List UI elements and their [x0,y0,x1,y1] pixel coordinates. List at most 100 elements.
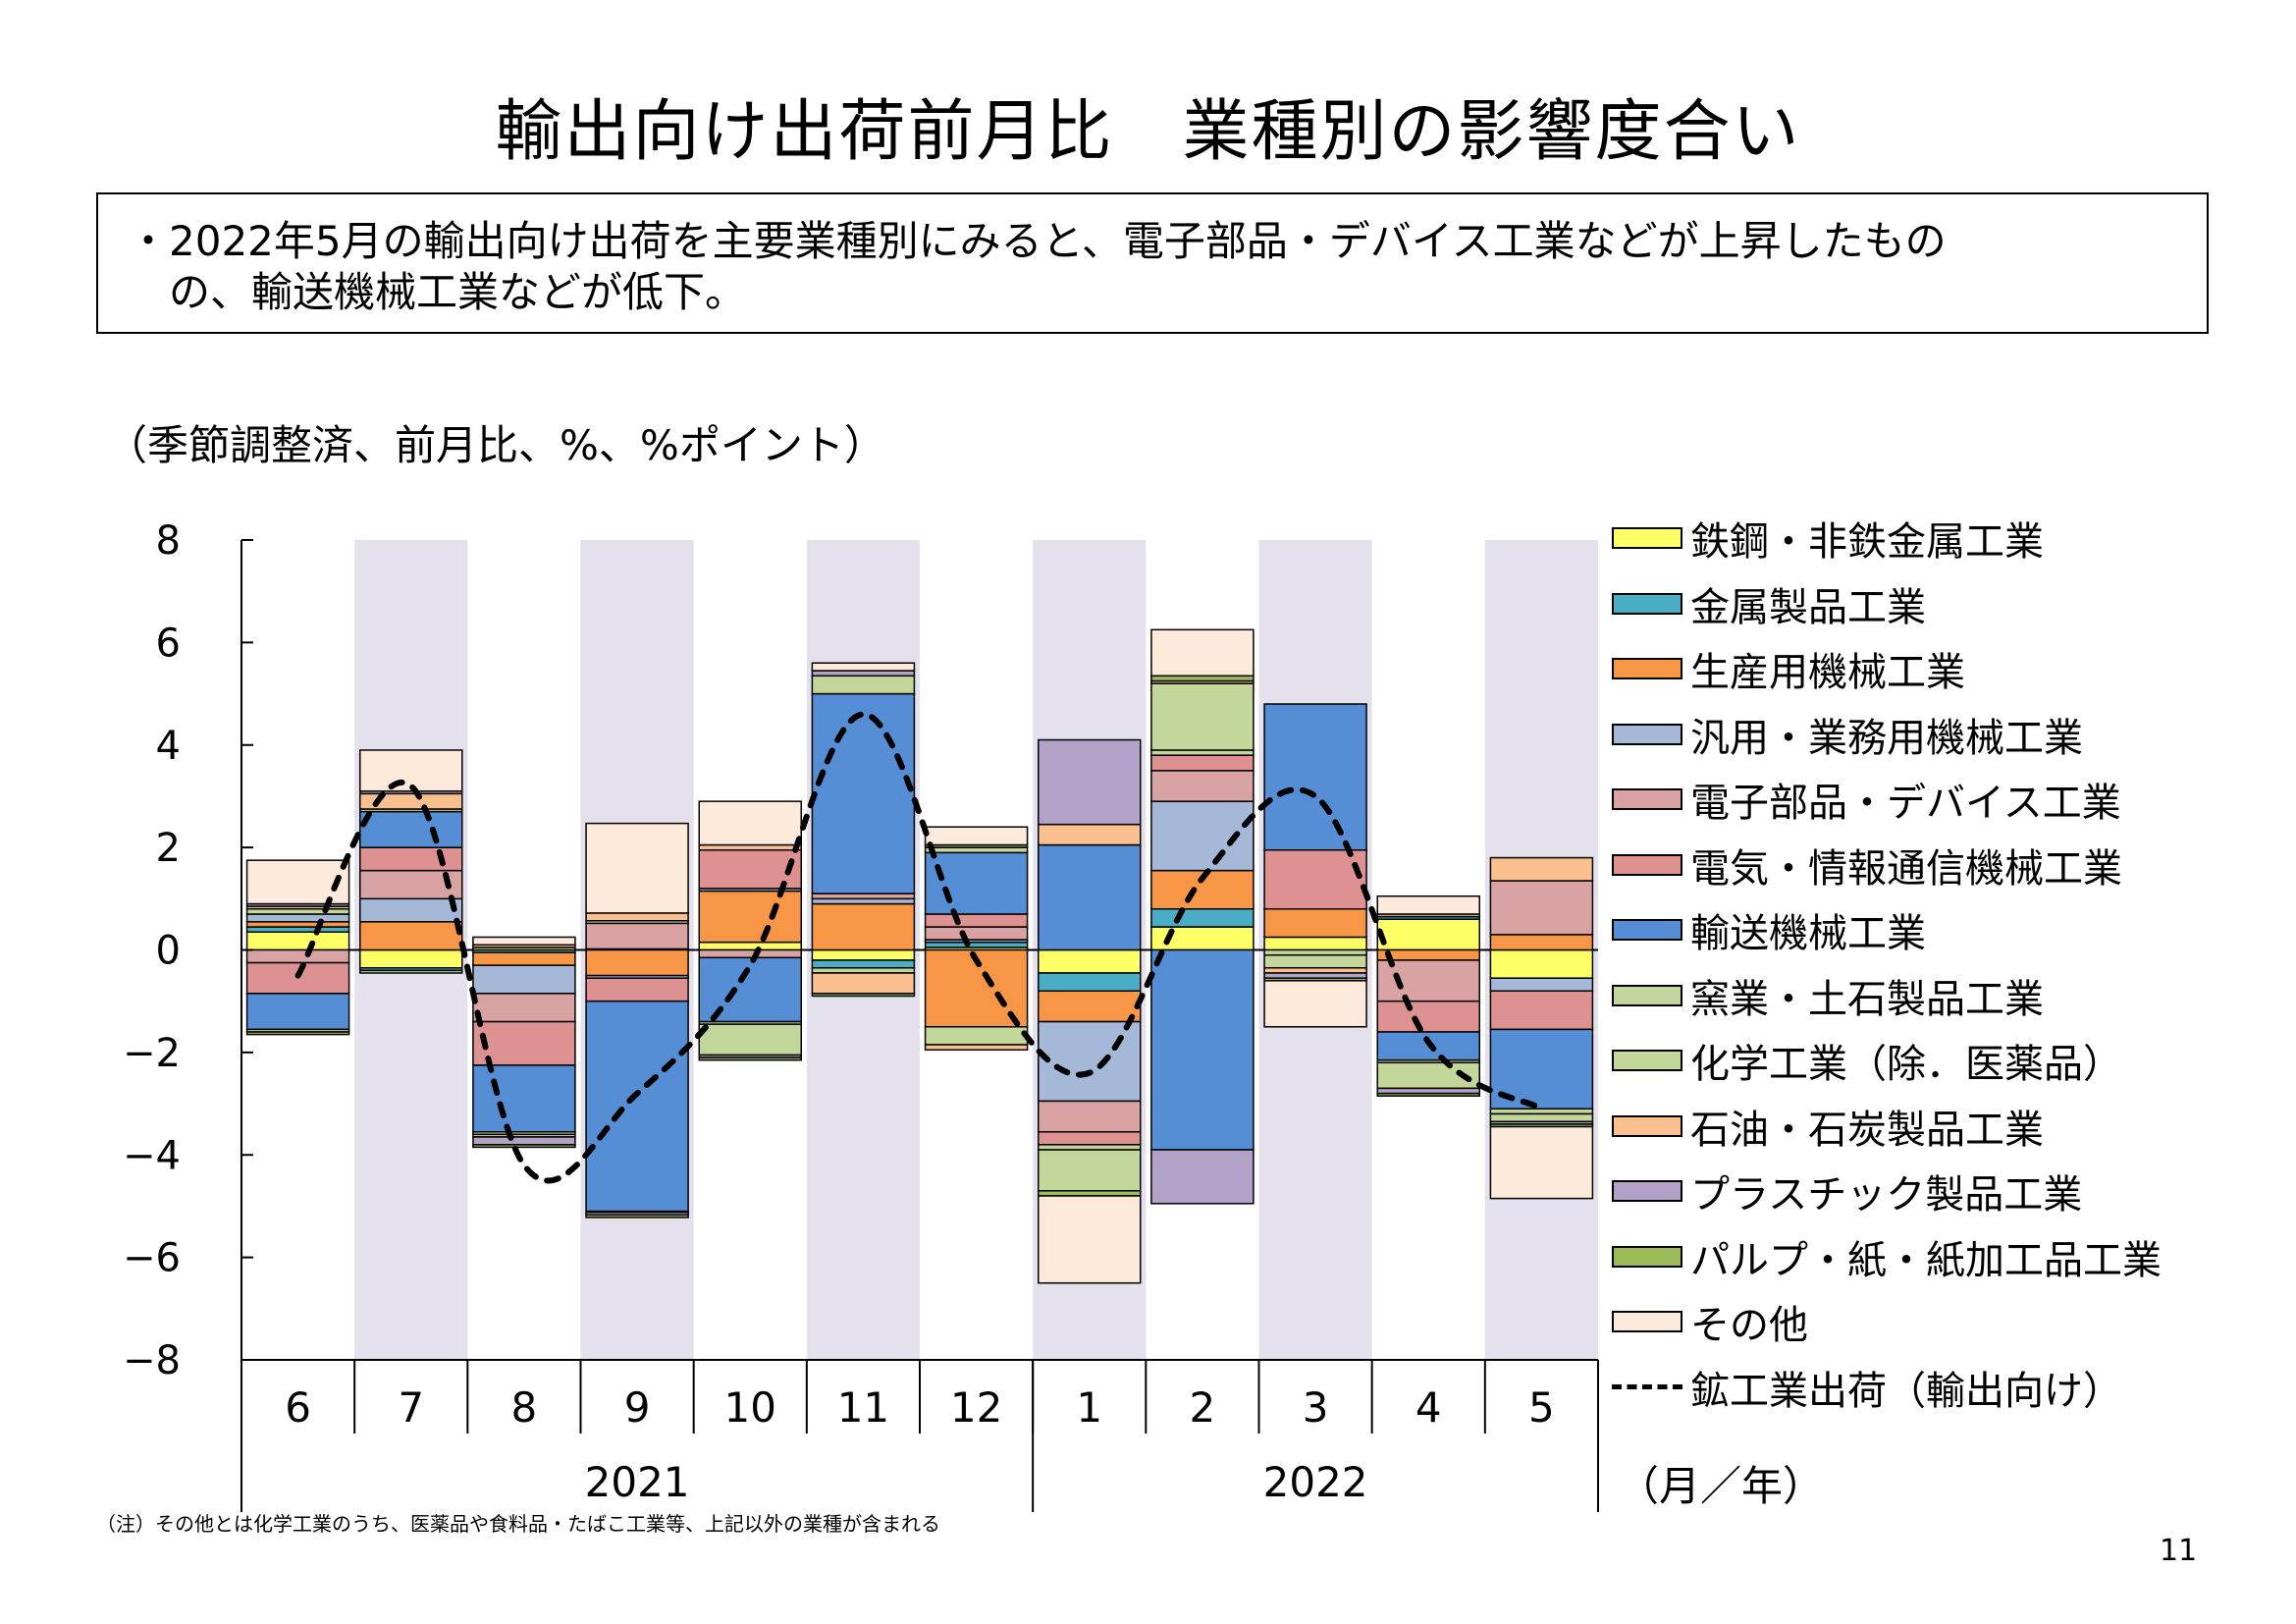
legend-swatch [1612,592,1682,615]
summary-line-1: ・2022年5月の輸出向け出荷を主要業種別にみると、電子部品・デバイス工業などが… [128,217,1947,265]
legend-item: 石油・石炭製品工業 [1612,1107,2044,1153]
bar-segment [1038,1149,1142,1192]
bar-segment [585,948,689,977]
bar-segment [1150,770,1255,802]
summary-box: ・2022年5月の輸出向け出荷を主要業種別にみると、電子部品・デバイス工業などが… [96,192,2209,334]
x-tick-label: 6 [285,1383,311,1432]
bar-segment [1263,953,1367,969]
bar-segment [1376,959,1480,1002]
bar-segment [585,822,689,914]
legend-item: 生産用機械工業 [1612,649,1965,695]
shipment-line [294,711,1545,1184]
bar-segment [1263,703,1367,851]
x-tick-label: 8 [511,1383,538,1432]
y-tick-label: −4 [123,1133,181,1178]
y-tick-label: 4 [156,724,181,769]
legend-label: 金属製品工業 [1690,584,1926,630]
x-tick-label: 2 [1190,1383,1216,1432]
bar-segment [924,1044,1029,1052]
bar-segment [811,972,916,995]
page-title: 輸出向け出荷前月比 業種別の影響度合い [495,93,1801,171]
bar-segment [1038,1020,1142,1103]
bar-segment [698,941,802,951]
legend-item: 汎用・業務用機械工業 [1612,715,2083,761]
bar-segment [1263,936,1367,951]
legend-item: プラスチック製品工業 [1612,1171,2082,1218]
bar-segment [1038,1144,1142,1151]
bar-segment [1376,918,1480,951]
legend-label: 鉄鋼・非鉄金属工業 [1690,519,2044,565]
unit-note: （季節調整済、前月比、%、%ポイント） [106,421,885,469]
legend-label: 電気・情報通信機械工業 [1690,845,2122,892]
bar-segment [1038,1190,1142,1197]
legend-label: その他 [1690,1303,1808,1348]
bar-segment [811,893,916,900]
legend-swatch [1612,1180,1682,1202]
bar-segment [698,948,802,959]
bar-segment [1038,972,1142,992]
bar-segment [811,662,916,672]
bar-segment [811,993,916,998]
bar-segment [924,851,1029,915]
bar-segment [1376,1087,1480,1095]
bar-segment [924,913,1029,928]
bar-segment [1263,908,1367,939]
bar-segment [811,948,916,961]
legend-item: 輸送機械工業 [1612,910,1926,956]
bar-segment [1489,1125,1594,1200]
legend-label: 石油・石炭製品工業 [1690,1107,2044,1153]
legend-item: 鉄鋼・非鉄金属工業 [1612,518,2044,565]
x-tick-label: 1 [1076,1383,1102,1432]
legend-swatch [1612,1245,1682,1268]
bar-segment [585,1000,689,1213]
bar-segment [1150,749,1255,756]
bar-segment [1038,1195,1142,1284]
bar-segment [1489,934,1594,951]
legend-dashed-line [1612,1384,1682,1389]
bar-segment [359,846,463,872]
bar-segment [698,890,802,944]
bar-segment [245,926,350,933]
bar-segment [585,922,689,950]
legend-item: 窯業・土石製品工業 [1612,976,2044,1022]
bar-segment [1489,1108,1594,1115]
legend-swatch [1612,788,1682,810]
bar-segment [1038,1131,1142,1146]
bar-segment [359,897,463,923]
bar-segment [585,912,689,922]
bar-segment [1150,1149,1255,1205]
bar-segment [359,749,463,792]
bar-segment [698,800,802,846]
bar-segment [698,956,802,1023]
legend-label: 化学工業（除．医薬品） [1690,1042,2122,1087]
bar-segment [1489,977,1594,992]
x-tick-label: 9 [624,1383,651,1432]
bar-segment [1263,848,1367,910]
bar-segment [585,977,689,1002]
bar-segment [359,810,463,848]
summary-line-2: の、輸送機械工業などが低下。 [128,268,747,316]
x-axis-unit: （月／年） [1618,1462,1825,1510]
bar-segment [698,1056,802,1061]
x-tick-label: 11 [837,1383,889,1432]
bar-segment [924,846,1029,854]
bar-segment [1150,675,1255,682]
legend-item: 化学工業（除．医薬品） [1612,1041,2122,1087]
bar-segment [472,1136,576,1146]
bar-segment [1150,754,1255,772]
legend-label: 窯業・土石製品工業 [1690,976,2044,1022]
bar-segment [245,908,350,915]
x-tick-label: 4 [1415,1383,1442,1432]
bar-segment [1150,908,1255,928]
bar-segment [811,959,916,969]
year-label: 2021 [585,1458,690,1506]
bar-segment [1376,1000,1480,1033]
bar-segment [1489,990,1594,1031]
legend-item: 金属製品工業 [1612,584,1926,630]
bar-segment [472,964,576,995]
bar-segment [924,1026,1029,1046]
bar-segment [1489,880,1594,936]
bar-segment [245,931,350,951]
bar-segment [472,993,576,1023]
